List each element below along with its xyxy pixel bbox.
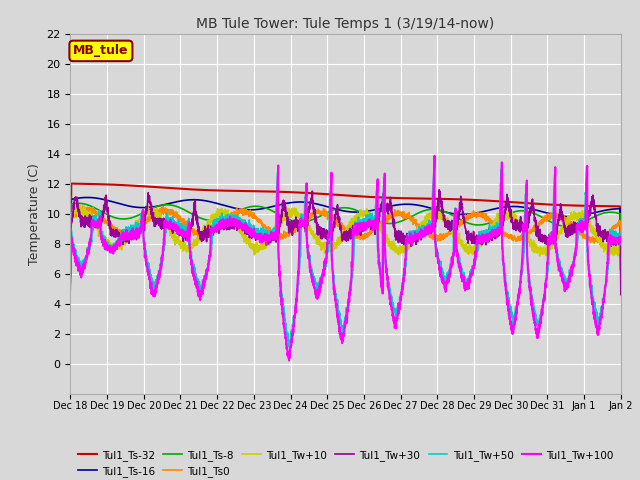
Legend: Tul1_Ts-32, Tul1_Ts-16, Tul1_Ts-8, Tul1_Ts0, Tul1_Tw+10, Tul1_Tw+30, Tul1_Tw+50,: Tul1_Ts-32, Tul1_Ts-16, Tul1_Ts-8, Tul1_…: [74, 445, 618, 480]
Text: MB_tule: MB_tule: [73, 44, 129, 58]
Title: MB Tule Tower: Tule Temps 1 (3/19/14-now): MB Tule Tower: Tule Temps 1 (3/19/14-now…: [196, 17, 495, 31]
Y-axis label: Temperature (C): Temperature (C): [28, 163, 41, 264]
